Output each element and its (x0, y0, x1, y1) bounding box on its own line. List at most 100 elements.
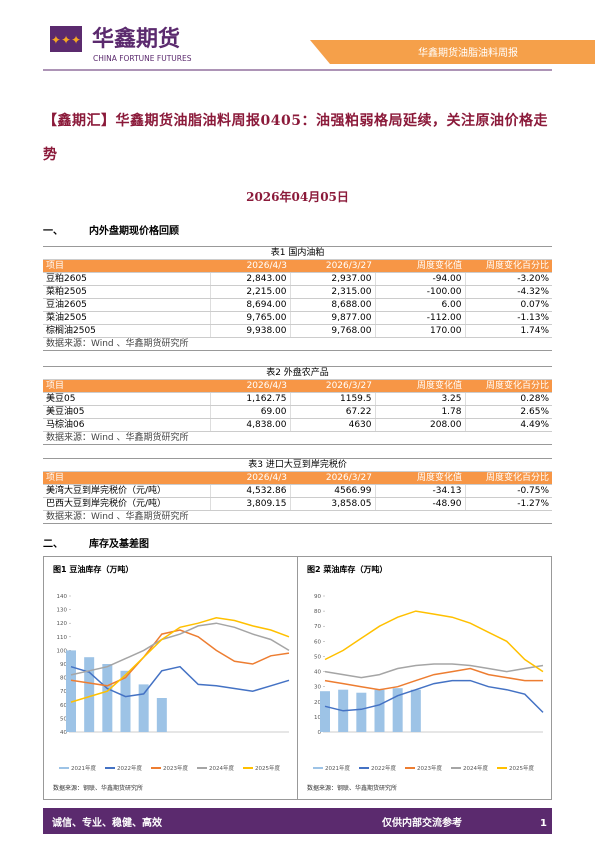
table-cell: 170.00 (374, 324, 465, 338)
line (324, 610, 544, 673)
column-header: 周度变化值 (375, 471, 465, 485)
table-cell: 美豆油05 (43, 405, 210, 419)
header-row: 项目 2026/4/3 2026/3/27 周度变化值 周度变化百分比 (43, 379, 552, 393)
table-source: 数据来源：Wind 、华鑫期货研究所 (43, 510, 553, 524)
bar (410, 689, 421, 732)
table-cell: 9,877.00 (289, 311, 375, 325)
report-date: 2026年04月05日 (246, 190, 349, 204)
table-cell: 67.22 (289, 405, 375, 419)
section-number: 一、 (43, 226, 63, 237)
table-cell: 3,809.15 (209, 497, 290, 511)
table-row: 马棕油06 4,838.00 4630 208.00 4.49% (43, 418, 552, 432)
table-cell: 2.65% (464, 405, 552, 419)
line (324, 663, 544, 679)
y-tick-label: 50 (60, 716, 67, 722)
table-cell: -100.00 (374, 285, 465, 299)
table-cell: 9,768.00 (289, 324, 375, 338)
charts: 图1 豆油库存（万吨）40506070809010011012013014020… (43, 556, 552, 800)
table-cell: 4,838.00 (209, 418, 290, 432)
footer-notice: 仅供内部交流参考 (381, 816, 462, 829)
table-row: 美湾大豆到岸完税价（元/吨） 4,532.86 4566.99 -34.13 -0.75… (43, 484, 553, 498)
table-caption: 表1 国内油粕 (43, 246, 553, 260)
table-cell: 3.25 (374, 392, 465, 406)
table-cell: 棕榈油2505 (43, 324, 210, 338)
caption-row: 表2 外盘农产品 (43, 366, 552, 380)
column-header: 周度变化百分比 (465, 471, 553, 485)
table-cell: -3.20% (464, 272, 553, 286)
legend-label: 2022年度 (117, 764, 142, 772)
column-header: 2026/4/3 (210, 259, 290, 273)
table-cell: -0.75% (464, 484, 553, 498)
bar (66, 650, 76, 732)
y-tick-label: 110 (57, 635, 68, 641)
column-header: 2026/3/27 (290, 379, 375, 393)
table-cell: 美豆05 (43, 392, 210, 406)
table-cell: 0.07% (464, 298, 553, 312)
table-cell: 2,315.00 (289, 285, 375, 299)
bar (102, 664, 113, 732)
table-row: 棕榈油2505 9,938.00 9,768.00 170.00 1.74% (43, 324, 553, 338)
line (70, 622, 290, 676)
table-cell: 2,843.00 (209, 272, 290, 286)
table-cell: -1.27% (464, 497, 553, 511)
table-cell: 1,162.75 (209, 392, 290, 406)
data-table: 表2 外盘农产品 项目 2026/4/3 2026/3/27 周度变化值 周度变化百分比美… (43, 366, 552, 445)
legend-label: 2023年度 (163, 764, 188, 772)
y-tick-label: 60 (314, 639, 321, 645)
y-tick-label: 100 (57, 648, 68, 654)
source-row: 数据来源：Wind 、华鑫期货研究所 (43, 337, 553, 351)
header-row: 项目 2026/4/3 2026/3/27 周度变化值 周度变化百分比 (43, 471, 553, 485)
table-cell: 2,937.00 (289, 272, 375, 286)
source-row: 数据来源：Wind 、华鑫期货研究所 (43, 510, 553, 524)
table-cell: -112.00 (374, 311, 465, 325)
y-tick-label: 80 (314, 609, 321, 615)
page-number: 1 (540, 818, 547, 829)
table-cell: 9,765.00 (209, 311, 290, 325)
column-header: 周度变化百分比 (465, 379, 552, 393)
table-cell: 0.28% (464, 392, 552, 406)
report-name: 华鑫期货油脂油料周报 (418, 46, 518, 59)
y-tick-label: 30 (314, 685, 321, 691)
table-cell: 菜粕2505 (43, 285, 210, 299)
table-cell: 4.49% (464, 418, 552, 432)
table-row: 巴西大豆到岸完税价（元/吨） 3,809.15 3,858.05 -48.90 -1.2… (43, 497, 553, 511)
table-cell: 4566.99 (289, 484, 375, 498)
data-table: 表3 进口大豆到岸完税价 项目 2026/4/3 2026/3/27 周度变化值 周度变化… (43, 458, 553, 524)
table-cell: 3,858.05 (289, 497, 375, 511)
y-tick-label: 60 (60, 703, 67, 709)
table-source: 数据来源：Wind 、华鑫期货研究所 (43, 337, 553, 351)
column-header: 2026/4/3 (210, 471, 290, 485)
section-title: 内外盘期现价格回顾 (89, 226, 179, 237)
y-tick-label: 0 (318, 730, 322, 736)
table-cell: -94.00 (374, 272, 465, 286)
caption-row: 表3 进口大豆到岸完税价 (43, 458, 553, 472)
legend-label: 2023年度 (417, 764, 442, 772)
table-cell: 8,694.00 (209, 298, 290, 312)
table-cell: 4630 (289, 418, 375, 432)
chart-title: 图2 菜油库存（万吨） (307, 564, 387, 574)
column-header: 2026/4/3 (210, 379, 290, 393)
table-row: 菜油2505 9,765.00 9,877.00 -112.00 -1.13% (43, 311, 553, 325)
table-cell: 1.78 (374, 405, 465, 419)
section-title: 库存及基差图 (89, 539, 149, 550)
table-caption: 表2 外盘农产品 (43, 366, 552, 380)
y-tick-label: 20 (314, 700, 321, 706)
line (70, 617, 290, 703)
chart-source: 数据来源：钢联、华鑫期货研究所 (307, 784, 397, 792)
table-cell: 8,688.00 (289, 298, 375, 312)
logo-glyph: ✦✦✦ (51, 33, 81, 47)
column-header: 2026/3/27 (290, 259, 375, 273)
y-tick-label: 50 (314, 654, 321, 660)
table-cell: 1.74% (464, 324, 553, 338)
table-cell: 69.00 (209, 405, 290, 419)
table-cell: -34.13 (374, 484, 465, 498)
column-header: 周度变化值 (375, 259, 465, 273)
y-tick-label: 40 (60, 730, 67, 736)
report-title: 【鑫期汇】华鑫期货油脂油料周报0405：油强粕弱格局延续，关注原油价格走势 (43, 113, 548, 163)
caption-row: 表1 国内油粕 (43, 246, 553, 260)
footer-band (43, 808, 552, 834)
bar (84, 657, 95, 732)
y-tick-label: 80 (60, 676, 67, 682)
table-cell: 巴西大豆到岸完税价（元/吨） (43, 497, 210, 511)
